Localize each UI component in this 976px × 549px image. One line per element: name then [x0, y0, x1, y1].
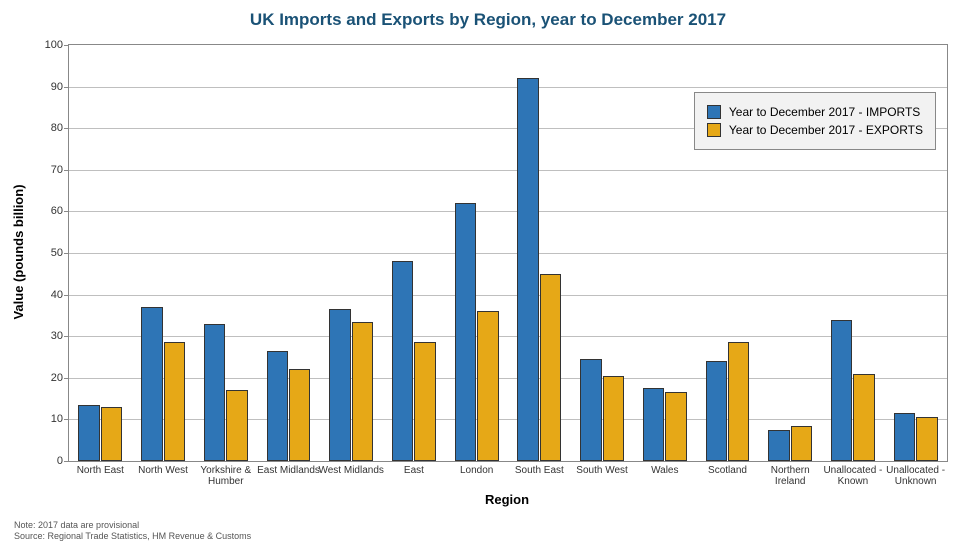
y-tick-label: 30 [51, 330, 69, 342]
bar [706, 361, 728, 461]
y-tick-label: 50 [51, 247, 69, 259]
bar [853, 374, 875, 461]
y-tick-label: 20 [51, 372, 69, 384]
chart-container: UK Imports and Exports by Region, year t… [0, 0, 976, 549]
x-tick-label: North East [67, 461, 134, 476]
bar [540, 274, 562, 461]
legend-swatch [707, 105, 721, 119]
gridline [69, 336, 947, 337]
bar [916, 417, 938, 461]
x-tick-label: West Midlands [318, 461, 385, 476]
gridline [69, 295, 947, 296]
y-tick-label: 80 [51, 122, 69, 134]
x-tick-label: Northern Ireland [757, 461, 824, 487]
x-tick-label: North West [130, 461, 197, 476]
bar [665, 392, 687, 461]
x-tick-label: South East [506, 461, 573, 476]
y-tick-label: 100 [45, 39, 69, 51]
footnote: Note: 2017 data are provisional Source: … [14, 520, 251, 543]
x-tick-label: Scotland [694, 461, 761, 476]
chart-title: UK Imports and Exports by Region, year t… [0, 10, 976, 30]
y-tick-label: 70 [51, 164, 69, 176]
bar [392, 261, 414, 461]
bar [414, 342, 436, 461]
x-tick-label: South West [569, 461, 636, 476]
gridline [69, 87, 947, 88]
gridline [69, 378, 947, 379]
gridline [69, 211, 947, 212]
bar [289, 369, 311, 461]
bar [728, 342, 750, 461]
bar [455, 203, 477, 461]
y-axis-label: Value (pounds billion) [11, 184, 26, 319]
bar [791, 426, 813, 461]
bar [164, 342, 186, 461]
x-tick-label: Yorkshire & Humber [192, 461, 259, 487]
legend-item: Year to December 2017 - IMPORTS [707, 105, 923, 119]
bar [603, 376, 625, 461]
bar [101, 407, 123, 461]
bar [477, 311, 499, 461]
legend-swatch [707, 123, 721, 137]
y-tick-label: 60 [51, 205, 69, 217]
bar [580, 359, 602, 461]
x-tick-label: East Midlands [255, 461, 322, 476]
footnote-note: Note: 2017 data are provisional [14, 520, 251, 532]
gridline [69, 419, 947, 420]
x-tick-label: Unallocated - Unknown [882, 461, 949, 487]
bar [204, 324, 226, 461]
y-tick-label: 40 [51, 289, 69, 301]
bar [643, 388, 665, 461]
y-tick-label: 90 [51, 81, 69, 93]
bar [267, 351, 289, 461]
x-tick-label: London [443, 461, 510, 476]
bar [226, 390, 248, 461]
gridline [69, 253, 947, 254]
bar [831, 320, 853, 461]
x-axis-label: Region [485, 492, 529, 507]
bar [329, 309, 351, 461]
gridline [69, 170, 947, 171]
bar [517, 78, 539, 461]
bar [352, 322, 374, 461]
x-tick-label: East [381, 461, 448, 476]
bar [78, 405, 100, 461]
legend: Year to December 2017 - IMPORTS Year to D… [694, 92, 936, 150]
bar [141, 307, 163, 461]
bar [768, 430, 790, 461]
x-tick-label: Wales [631, 461, 698, 476]
bar [894, 413, 916, 461]
legend-item: Year to December 2017 - EXPORTS [707, 123, 923, 137]
x-tick-label: Unallocated - Known [820, 461, 887, 487]
y-tick-label: 10 [51, 413, 69, 425]
legend-label: Year to December 2017 - IMPORTS [729, 105, 920, 119]
legend-label: Year to December 2017 - EXPORTS [729, 123, 923, 137]
footnote-source: Source: Regional Trade Statistics, HM Re… [14, 531, 251, 543]
